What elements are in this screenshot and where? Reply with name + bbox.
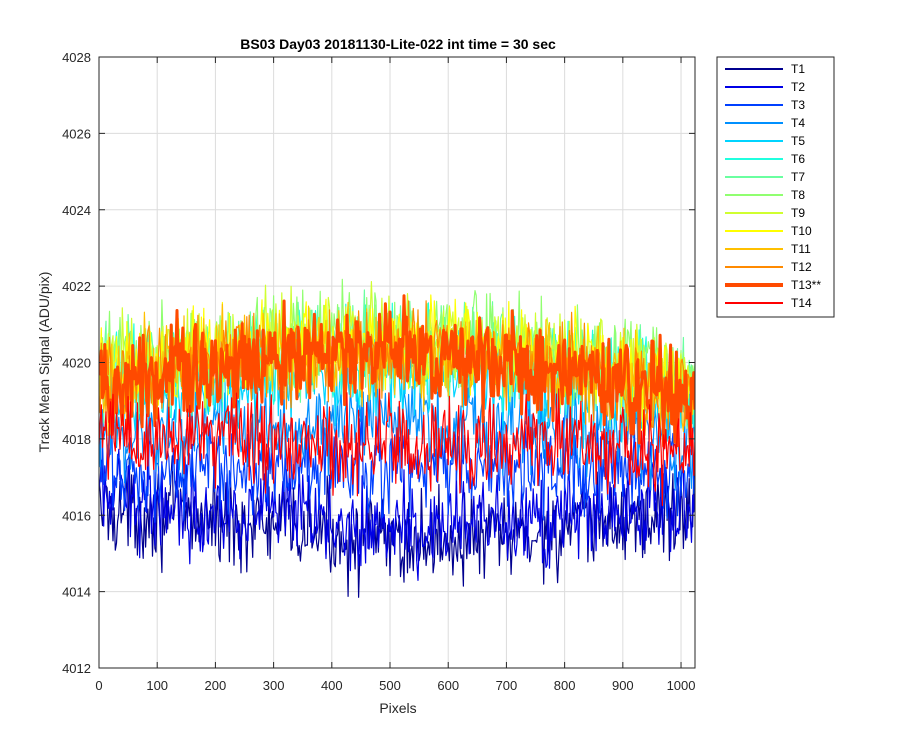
- x-axis-label: Pixels: [379, 700, 416, 716]
- x-tick-label: 600: [437, 678, 459, 693]
- legend-label: T6: [791, 152, 805, 166]
- legend: T1 T2 T3 T4 T5 T6 T7 T8 T9 T10 T11 T12 T13** T14: [716, 56, 835, 318]
- series-line-t13: [99, 294, 695, 448]
- axis-ticks: 0 100 200 300 400 500 600 700 800 900 1000 4012 4014…: [62, 50, 695, 693]
- legend-label: T3: [791, 98, 805, 112]
- y-tick-label: 4014: [62, 585, 91, 600]
- x-tick-label: 0: [95, 678, 102, 693]
- series-layer: [99, 278, 695, 598]
- x-tick-label: 1000: [667, 678, 696, 693]
- x-tick-label: 500: [379, 678, 401, 693]
- y-axis-label: Track Mean Signal (ADU/pix): [36, 272, 52, 453]
- y-tick-label: 4024: [62, 203, 91, 218]
- chart-title: BS03 Day03 20181130-Lite-022 int time = …: [240, 36, 556, 52]
- x-tick-label: 100: [146, 678, 168, 693]
- x-tick-label: 400: [321, 678, 343, 693]
- legend-box: [716, 56, 835, 318]
- y-tick-label: 4026: [62, 126, 91, 141]
- y-tick-label: 4016: [62, 508, 91, 523]
- legend-label: T12: [791, 260, 812, 274]
- series-line-t2: [99, 443, 695, 581]
- x-tick-label: 700: [496, 678, 518, 693]
- legend-label: T1: [791, 62, 805, 76]
- x-tick-label: 900: [612, 678, 634, 693]
- legend-label: T4: [791, 116, 805, 130]
- legend-label: T5: [791, 134, 805, 148]
- series-line-t1: [99, 455, 695, 598]
- y-tick-label: 4020: [62, 356, 91, 371]
- x-tick-label: 300: [263, 678, 285, 693]
- legend-label: T14: [791, 296, 812, 310]
- legend-label: T10: [791, 224, 812, 238]
- x-tick-label: 200: [205, 678, 227, 693]
- y-tick-label: 4018: [62, 432, 91, 447]
- legend-label: T9: [791, 206, 805, 220]
- legend-label: T2: [791, 80, 805, 94]
- y-tick-label: 4012: [62, 661, 91, 676]
- x-tick-label: 800: [554, 678, 576, 693]
- legend-label: T7: [791, 170, 805, 184]
- legend-label: T13**: [791, 278, 821, 292]
- y-tick-label: 4022: [62, 279, 91, 294]
- legend-label: T8: [791, 188, 805, 202]
- legend-label: T11: [791, 242, 811, 256]
- y-tick-label: 4028: [62, 50, 91, 65]
- series-line-t14: [99, 388, 695, 507]
